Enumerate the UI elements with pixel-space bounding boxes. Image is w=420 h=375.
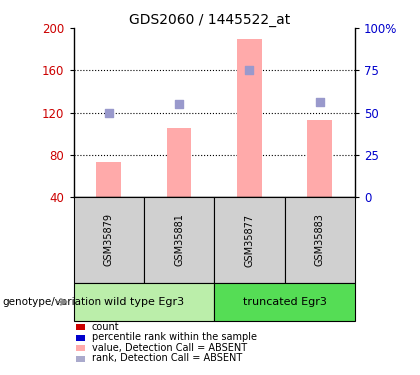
Text: GDS2060 / 1445522_at: GDS2060 / 1445522_at — [129, 13, 291, 27]
Text: GSM35883: GSM35883 — [315, 214, 325, 266]
Bar — [167, 128, 192, 197]
Bar — [307, 120, 332, 197]
Point — [176, 101, 182, 107]
Bar — [237, 39, 262, 197]
Text: genotype/variation: genotype/variation — [2, 297, 101, 307]
Text: GSM35877: GSM35877 — [244, 213, 255, 267]
Point — [316, 99, 323, 105]
Text: rank, Detection Call = ABSENT: rank, Detection Call = ABSENT — [92, 354, 242, 363]
Text: truncated Egr3: truncated Egr3 — [243, 297, 326, 307]
Point — [105, 110, 112, 116]
Text: GSM35879: GSM35879 — [104, 213, 114, 267]
Text: percentile rank within the sample: percentile rank within the sample — [92, 333, 257, 342]
Text: wild type Egr3: wild type Egr3 — [104, 297, 184, 307]
Text: value, Detection Call = ABSENT: value, Detection Call = ABSENT — [92, 343, 247, 353]
Text: count: count — [92, 322, 119, 332]
Bar — [96, 162, 121, 197]
Text: GSM35881: GSM35881 — [174, 214, 184, 266]
Point — [246, 68, 253, 74]
